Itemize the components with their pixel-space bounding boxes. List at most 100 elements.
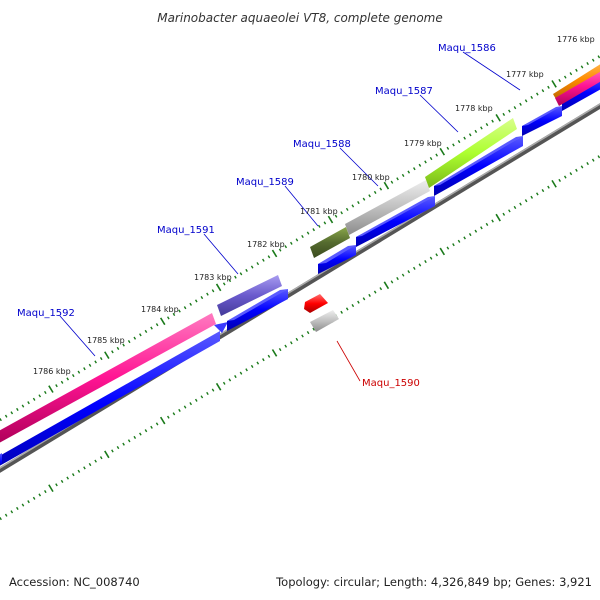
minor-tick [150, 425, 153, 429]
minor-tick [228, 279, 232, 283]
minor-tick [211, 388, 215, 392]
minor-tick [60, 479, 64, 483]
minor-tick [457, 239, 461, 243]
minor-tick [183, 306, 187, 310]
minor-tick [362, 297, 366, 301]
gene-bar-1586-pink[interactable] [555, 66, 600, 106]
tick-label-1776: 1776 kbp [557, 35, 595, 44]
gene-bar-maqu-1592[interactable] [0, 313, 216, 443]
minor-tick [396, 276, 399, 281]
gene-bar-maqu-1586[interactable] [553, 58, 600, 101]
gene-label-maqu-1591[interactable]: Maqu_1591 [157, 225, 215, 236]
minor-tick [200, 395, 204, 399]
map-title: Marinobacter aquaeolei VT8, complete gen… [157, 11, 443, 25]
major-tick [383, 281, 390, 290]
cds-bar [227, 289, 288, 331]
gene-label-maqu-1592[interactable]: Maqu_1592 [17, 308, 75, 319]
minor-tick [27, 500, 30, 504]
minor-tick [278, 248, 282, 252]
minor-tick [0, 517, 2, 521]
minor-tick [262, 258, 265, 262]
reverse-gene-track [304, 294, 339, 332]
minor-tick [21, 503, 25, 507]
minor-tick [317, 224, 321, 228]
minor-tick [178, 408, 181, 412]
minor-tick [474, 229, 478, 233]
minor-tick [284, 245, 288, 249]
minor-tick [239, 272, 243, 276]
minor-tick [16, 407, 19, 411]
minor-tick [228, 378, 232, 382]
major-tick [271, 249, 278, 258]
minor-tick [373, 290, 377, 294]
minor-tick [206, 391, 209, 396]
minor-tick [379, 287, 383, 291]
minor-tick [524, 199, 528, 203]
minor-tick [424, 160, 427, 164]
minor-tick [38, 394, 42, 398]
minor-tick [111, 449, 114, 453]
gene-bar-maqu-1587[interactable] [425, 118, 517, 188]
gene-label-maqu-1588[interactable]: Maqu_1588 [293, 139, 351, 150]
gene-bar-maqu-1590[interactable] [304, 294, 328, 313]
minor-tick [234, 275, 237, 279]
minor-tick [122, 442, 125, 446]
minor-tick [250, 364, 254, 368]
minor-tick [267, 354, 271, 358]
gene-bar-maqu-1588[interactable] [345, 180, 430, 235]
tick-label-1780: 1780 kbp [352, 173, 390, 182]
minor-tick [77, 370, 81, 374]
minor-tick [429, 156, 433, 161]
gene-label-maqu-1587[interactable]: Maqu_1587 [375, 86, 433, 97]
major-tick [104, 450, 110, 459]
minor-tick [485, 123, 489, 127]
minor-tick [468, 232, 472, 237]
minor-tick [222, 282, 226, 286]
minor-tick [407, 170, 411, 174]
gene-label-maqu-1589[interactable]: Maqu_1589 [236, 177, 294, 188]
minor-tick [340, 310, 343, 314]
minor-tick [10, 411, 14, 415]
minor-tick [206, 292, 209, 296]
minor-tick [424, 260, 427, 264]
minor-tick [345, 307, 349, 311]
minor-tick [278, 347, 282, 352]
major-tick [159, 416, 166, 425]
minor-tick [262, 358, 265, 362]
major-tick [495, 113, 501, 122]
minor-tick [189, 302, 193, 306]
minor-tick [71, 373, 75, 378]
gene-label-maqu-1586[interactable]: Maqu_1586 [438, 43, 496, 54]
minor-tick [513, 106, 517, 110]
minor-tick [435, 153, 439, 157]
minor-tick [4, 414, 8, 418]
gene-bar-maqu-1589[interactable] [310, 227, 350, 258]
gene-bar-maqu-1591[interactable] [217, 275, 282, 316]
minor-tick [351, 304, 355, 308]
cds-bar [0, 322, 228, 466]
minor-tick [289, 241, 293, 245]
minor-tick [340, 211, 343, 215]
minor-tick [357, 300, 360, 304]
minor-tick [239, 371, 243, 375]
major-tick [104, 351, 110, 360]
minor-tick [155, 323, 159, 327]
minor-tick [16, 506, 19, 511]
minor-tick [32, 397, 36, 401]
gene-label-maqu-1590[interactable]: Maqu_1590 [362, 378, 420, 389]
minor-tick [139, 333, 142, 337]
minor-tick [256, 262, 260, 266]
minor-tick [351, 204, 355, 208]
minor-tick [502, 212, 506, 216]
minor-tick [43, 490, 47, 494]
minor-tick [508, 209, 511, 213]
minor-tick [71, 473, 75, 477]
minor-tick [480, 126, 483, 130]
minor-tick [111, 350, 114, 354]
minor-tick [200, 295, 204, 300]
minor-tick [519, 202, 522, 206]
minor-tick [485, 222, 489, 226]
minor-tick [457, 139, 461, 144]
minor-tick [133, 435, 137, 440]
